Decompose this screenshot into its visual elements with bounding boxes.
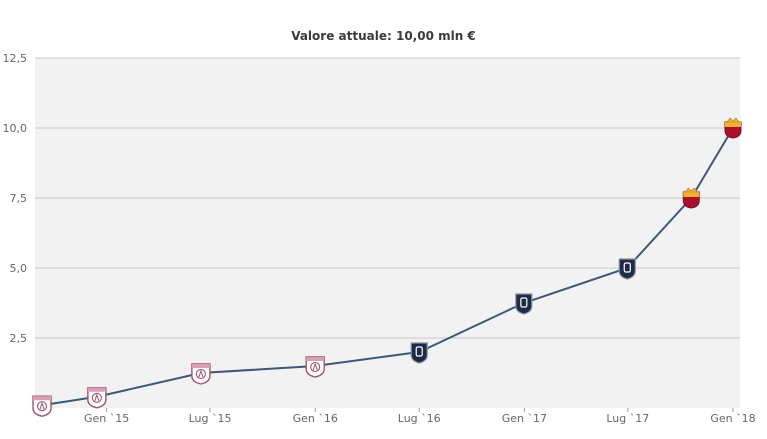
x-tick-label: Gen `15 [84, 412, 129, 425]
crest-crown [684, 187, 698, 193]
crest-emblem [623, 262, 631, 273]
x-tick-label: Lug `15 [189, 412, 232, 425]
data-point-marker[interactable] [191, 363, 211, 385]
y-tick-label: 10,0 [3, 122, 28, 135]
club-crest-icon [191, 363, 211, 385]
club-crest-icon [618, 258, 636, 280]
data-markers[interactable] [32, 117, 742, 417]
club-crest-icon [305, 356, 325, 378]
club-crest-icon [515, 293, 533, 315]
x-tick-label: Gen `18 [710, 412, 755, 425]
crest-band [306, 357, 325, 361]
crest-letter [39, 401, 45, 410]
crest-band [725, 122, 741, 127]
data-point-marker[interactable] [682, 187, 700, 209]
x-axis: Gen `15 Lug `15 Gen `16 Lug `16 Gen `17 Lug `… [84, 408, 756, 425]
data-point-marker[interactable] [618, 258, 636, 280]
chart-title: Valore attuale: 10,00 mln € [291, 29, 476, 43]
crest-letter [312, 362, 318, 371]
crest-band [33, 396, 51, 401]
x-tick-label: Gen `17 [502, 412, 547, 425]
plot-area-background [35, 58, 740, 408]
x-tick-label: Lug `16 [398, 412, 441, 425]
y-tick-label: 5,0 [10, 262, 28, 275]
y-tick-label: 12,5 [3, 52, 28, 65]
crest-emblem [415, 346, 423, 357]
crest-letter [198, 369, 204, 378]
x-tick-label: Gen `16 [293, 412, 338, 425]
crest-letter [94, 393, 100, 401]
crest-emblem [520, 297, 528, 308]
crest-band [87, 387, 106, 392]
y-axis: 2,5 5,0 7,5 10,0 12,5 [3, 52, 28, 345]
data-point-marker[interactable] [724, 117, 742, 139]
data-point-marker[interactable] [410, 342, 428, 364]
y-tick-label: 2,5 [10, 332, 28, 345]
data-point-marker[interactable] [515, 293, 533, 315]
data-point-marker[interactable] [87, 387, 107, 409]
club-crest-icon [410, 342, 428, 364]
x-tick-label: Lug `17 [606, 412, 649, 425]
club-crest-icon [87, 387, 107, 409]
crest-band [683, 192, 700, 197]
data-point-marker[interactable] [32, 395, 52, 417]
y-tick-label: 7,5 [10, 192, 28, 205]
crest-crown [726, 117, 740, 123]
crest-band [191, 364, 210, 368]
data-point-marker[interactable] [305, 356, 325, 378]
club-crest-icon [32, 395, 52, 417]
